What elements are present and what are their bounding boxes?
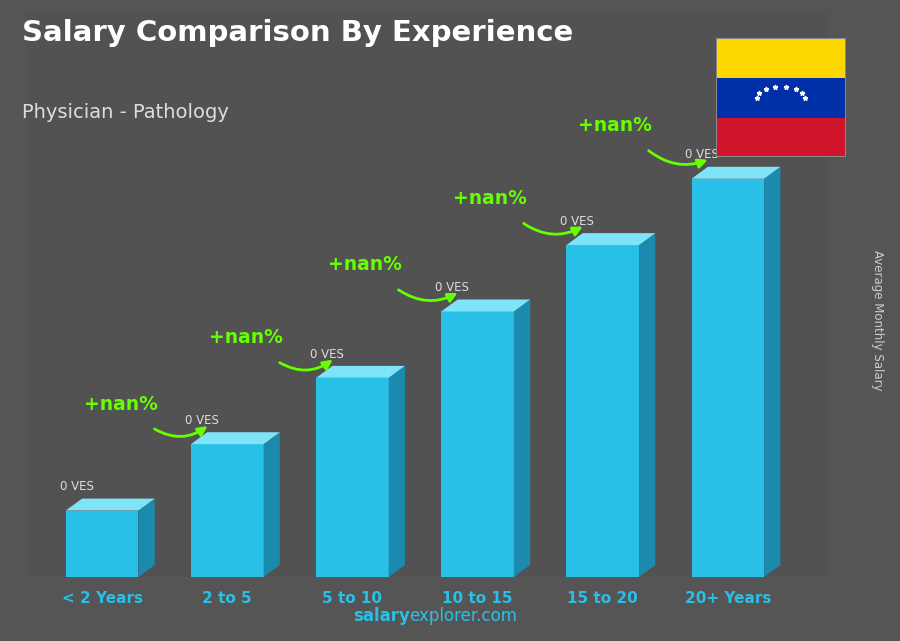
- Text: +nan%: +nan%: [84, 395, 158, 414]
- Polygon shape: [764, 167, 780, 577]
- Bar: [716, 78, 846, 117]
- Text: +nan%: +nan%: [328, 256, 402, 274]
- Text: 0 VES: 0 VES: [685, 149, 719, 162]
- Text: explorer.com: explorer.com: [410, 607, 518, 625]
- Text: Average Monthly Salary: Average Monthly Salary: [871, 250, 884, 391]
- Polygon shape: [514, 299, 530, 577]
- Polygon shape: [27, 13, 828, 577]
- Text: Physician - Pathology: Physician - Pathology: [22, 103, 230, 122]
- Bar: [716, 38, 846, 78]
- Text: +nan%: +nan%: [579, 116, 652, 135]
- Text: +nan%: +nan%: [209, 328, 283, 347]
- Polygon shape: [691, 167, 780, 179]
- Polygon shape: [441, 299, 530, 312]
- Polygon shape: [66, 499, 155, 510]
- Text: Salary Comparison By Experience: Salary Comparison By Experience: [22, 19, 574, 47]
- Text: 0 VES: 0 VES: [435, 281, 469, 294]
- Polygon shape: [566, 233, 655, 245]
- Polygon shape: [264, 432, 280, 577]
- Bar: [716, 117, 846, 157]
- Bar: [566, 245, 639, 577]
- Text: 0 VES: 0 VES: [560, 215, 594, 228]
- Text: 0 VES: 0 VES: [184, 414, 219, 427]
- Bar: [66, 510, 139, 577]
- Polygon shape: [191, 432, 280, 444]
- Text: 0 VES: 0 VES: [310, 347, 344, 360]
- Polygon shape: [389, 366, 405, 577]
- Polygon shape: [639, 233, 655, 577]
- Text: +nan%: +nan%: [453, 189, 527, 208]
- Bar: [191, 444, 264, 577]
- Polygon shape: [139, 499, 155, 577]
- Bar: [441, 312, 514, 577]
- Polygon shape: [316, 366, 405, 378]
- Text: 0 VES: 0 VES: [59, 480, 94, 494]
- Text: salary: salary: [353, 607, 410, 625]
- Bar: [691, 179, 764, 577]
- Bar: [316, 378, 389, 577]
